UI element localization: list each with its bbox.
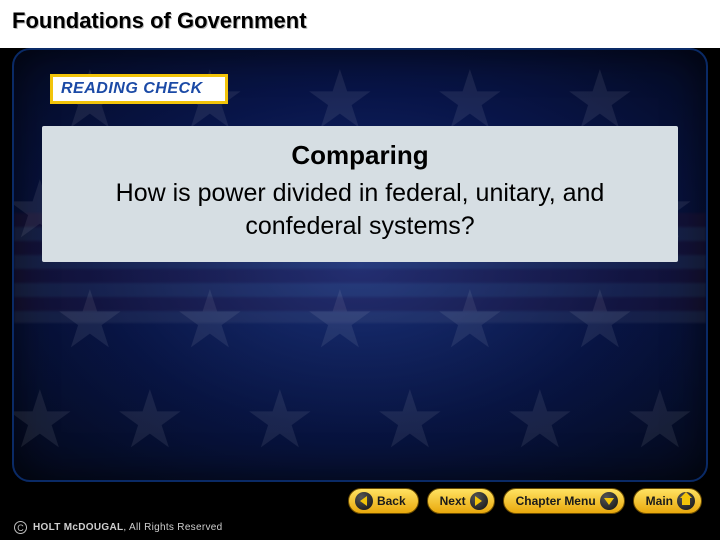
- copyright-footer: C HOLT McDOUGAL, All Rights Reserved: [14, 521, 223, 534]
- star-icon: ★: [624, 380, 696, 460]
- home-icon: [677, 492, 695, 510]
- star-icon: ★: [114, 380, 186, 460]
- copyright-brand: HOLT McDOUGAL: [33, 522, 123, 533]
- question-box: Comparing How is power divided in federa…: [42, 126, 678, 262]
- star-icon: ★: [244, 380, 316, 460]
- arrow-down-icon: [600, 492, 618, 510]
- back-button[interactable]: Back: [348, 488, 419, 514]
- slide-root: Foundations of Government ★★★★★★★★★★★★★★…: [0, 0, 720, 540]
- question-body: How is power divided in federal, unitary…: [60, 177, 660, 242]
- arrow-left-icon: [355, 492, 373, 510]
- back-button-label: Back: [377, 494, 406, 508]
- star-icon: ★: [504, 380, 576, 460]
- chapter-menu-button[interactable]: Chapter Menu: [503, 488, 625, 514]
- main-button[interactable]: Main: [633, 488, 702, 514]
- reading-check-label: READING CHECK: [61, 80, 203, 98]
- arrow-right-icon: [470, 492, 488, 510]
- next-button[interactable]: Next: [427, 488, 495, 514]
- content-panel: ★★★★★★★★★★★★★★★★★★★★★★ READING CHECK Com…: [12, 48, 708, 482]
- main-button-label: Main: [646, 494, 673, 508]
- nav-bar: Back Next Chapter Menu Main: [0, 482, 720, 520]
- copyright-rights: , All Rights Reserved: [123, 522, 222, 533]
- page-title: Foundations of Government: [12, 8, 708, 34]
- star-icon: ★: [374, 380, 446, 460]
- question-heading: Comparing: [60, 140, 660, 171]
- copyright-text: HOLT McDOUGAL, All Rights Reserved: [33, 522, 223, 533]
- chapter-menu-label: Chapter Menu: [516, 494, 596, 508]
- star-icon: ★: [12, 380, 76, 460]
- copyright-icon: C: [14, 521, 27, 534]
- next-button-label: Next: [440, 494, 466, 508]
- reading-check-badge: READING CHECK: [50, 74, 228, 104]
- slide-header: Foundations of Government: [0, 0, 720, 48]
